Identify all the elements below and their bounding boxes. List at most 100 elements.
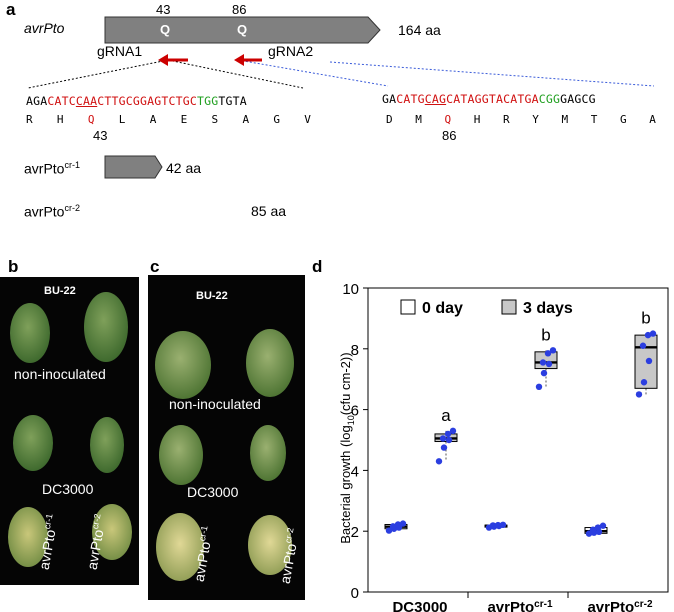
panel-c-noninoc: non-inoculated	[169, 396, 261, 412]
x-category-label: avrPtocr-1	[487, 599, 552, 612]
data-point	[399, 520, 407, 527]
site1-aa: Q	[160, 22, 171, 37]
leaf-c-5	[156, 513, 204, 581]
sequence-1: AGACATCCAACTTGCGGAGTCTGCTGGTGTA	[26, 94, 247, 108]
data-point	[545, 360, 553, 368]
leaf-c-6	[248, 515, 292, 575]
leaf-b-1	[10, 303, 50, 363]
grna2-arrow	[234, 54, 262, 66]
site2-pos: 86	[232, 2, 247, 17]
zoom-line-2a	[237, 59, 389, 87]
legend-label-3days: 3 days	[523, 300, 573, 317]
leaf-c-3	[159, 425, 203, 485]
grna1-label: gRNA1	[97, 43, 143, 59]
leaf-b-6	[92, 504, 132, 560]
zoom-line-2b	[329, 61, 655, 87]
data-point	[594, 524, 602, 531]
cr2-label: avrPtocr-2	[24, 203, 80, 220]
data-point	[599, 522, 607, 529]
legend-swatch-0day	[400, 299, 416, 315]
data-point	[439, 435, 447, 442]
gene-length: 164 aa	[398, 22, 441, 38]
y-tick-label: 4	[351, 463, 359, 480]
zoom-line-1a	[27, 59, 169, 89]
data-point	[540, 369, 548, 377]
aa2-position: 86	[442, 128, 457, 143]
leaves-c	[155, 329, 294, 581]
leaves-b	[8, 292, 132, 567]
data-point	[435, 458, 443, 465]
data-point	[499, 521, 507, 529]
data-point	[385, 527, 393, 534]
y-tick-label: 8	[351, 342, 359, 359]
data-point	[494, 521, 502, 529]
leaf-b-2	[84, 292, 128, 362]
grna1-arrow	[158, 54, 188, 66]
photo-panel-b	[0, 277, 139, 585]
data-point	[589, 526, 597, 533]
legend-swatch-3days	[501, 299, 517, 315]
data-point	[444, 430, 452, 438]
zoom-line-1b	[167, 59, 304, 89]
cr1-label: avrPtocr-1	[24, 160, 80, 177]
panel-c-letter: c	[150, 257, 160, 276]
data-point	[644, 331, 652, 339]
data-point	[394, 521, 402, 528]
panel-c-dc3000: DC3000	[187, 484, 239, 500]
cr1-length: 42 aa	[166, 160, 202, 176]
data-point	[585, 530, 593, 537]
y-tick-label: 6	[351, 403, 359, 420]
leaf-c-4	[250, 425, 286, 481]
data-point	[489, 522, 497, 529]
panel-c-line: BU-22	[196, 290, 228, 302]
leaf-b-5	[8, 507, 48, 567]
x-category-label: DC3000	[392, 599, 447, 612]
y-tick-label: 10	[342, 281, 359, 298]
y-tick-label: 2	[351, 524, 359, 541]
leaf-c-2	[246, 329, 294, 397]
gene-name: avrPto	[24, 20, 65, 36]
y-tick-label: 0	[351, 585, 359, 602]
significance-letter: b	[541, 325, 550, 344]
significance-letter: a	[441, 406, 451, 425]
data-point	[535, 383, 543, 390]
data-point	[449, 427, 457, 435]
photo-panel-c	[148, 275, 305, 600]
data-point	[639, 342, 647, 349]
data-point	[445, 436, 453, 444]
bacterial-growth-chart: 0 2 4 6 8 10 0 day 3 days a DC3000 b avrPtocr-1 b avr…	[342, 281, 669, 612]
data-point	[539, 359, 547, 366]
plot-frame	[367, 287, 669, 593]
data-point	[389, 523, 397, 530]
panel-d-letter: d	[312, 257, 323, 276]
site1-pos: 43	[156, 2, 171, 17]
significance-letter: b	[641, 309, 650, 328]
data-point	[635, 391, 643, 398]
data-point	[549, 347, 557, 354]
panel-b-noninoc: non-inoculated	[14, 366, 106, 382]
site2-aa: Q	[237, 22, 248, 37]
data-point	[440, 444, 448, 451]
aa1-position: 43	[93, 128, 108, 143]
gene-arrow	[104, 16, 381, 44]
leaf-b-4	[90, 417, 124, 473]
data-point	[649, 330, 657, 337]
legend-label-0day: 0 day	[422, 300, 463, 317]
panel-a-letter: a	[6, 0, 16, 19]
data-point	[645, 357, 653, 365]
grna2-label: gRNA2	[268, 43, 314, 59]
leaf-c-1	[155, 331, 211, 399]
x-category-label: avrPtocr-2	[587, 599, 652, 612]
sequence-2: GACATGCAGCATAGGTACATGACGGGAGCG	[382, 92, 596, 106]
panel-b-dc3000: DC3000	[42, 481, 94, 497]
leaf-b-3	[13, 415, 53, 471]
cr1-protein-arrow	[104, 155, 163, 179]
data-point	[640, 379, 648, 386]
data-point	[544, 350, 552, 357]
panel-b-letter: b	[8, 257, 19, 276]
cr2-length: 85 aa	[251, 203, 287, 219]
gene-diagram	[27, 16, 655, 179]
